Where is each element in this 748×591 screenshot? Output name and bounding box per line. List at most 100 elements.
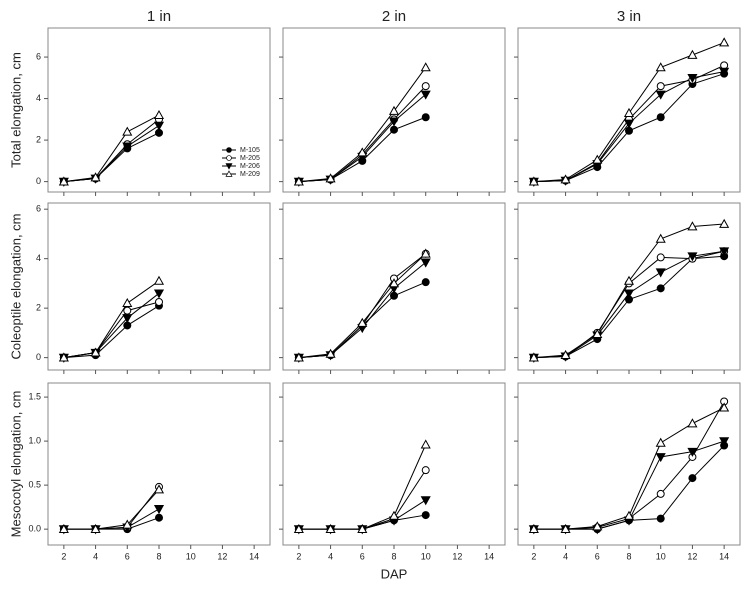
x-tick-label: 6	[360, 551, 365, 561]
panel-title: 1 in	[147, 8, 171, 25]
x-tick-label: 10	[656, 551, 666, 561]
data-point	[153, 275, 165, 285]
data-point	[687, 49, 698, 59]
data-point	[656, 284, 665, 293]
data-point	[421, 113, 430, 122]
data-point	[122, 519, 133, 529]
data-point	[153, 484, 165, 494]
data-point	[623, 510, 635, 520]
data-point	[687, 221, 698, 231]
data-point	[357, 523, 368, 534]
data-point	[688, 474, 697, 483]
series-line	[298, 261, 427, 359]
data-point	[655, 233, 666, 243]
legend-label: M-105	[240, 147, 260, 154]
data-point	[719, 402, 730, 412]
series-line	[63, 125, 160, 183]
data-point	[623, 275, 635, 285]
data-point	[58, 523, 69, 534]
data-point	[420, 439, 431, 449]
data-point	[592, 521, 603, 531]
data-point	[58, 352, 69, 362]
data-point	[421, 466, 430, 475]
data-point	[388, 117, 400, 127]
x-tick-label: 14	[249, 551, 259, 561]
data-point	[420, 248, 431, 258]
data-point	[655, 453, 666, 463]
legend-marker	[225, 163, 233, 170]
x-tick-label: 10	[421, 551, 431, 561]
data-point	[155, 297, 163, 306]
data-point	[293, 352, 304, 362]
y-tick-label: 2	[36, 303, 41, 313]
data-point	[655, 90, 666, 100]
series-line	[63, 132, 160, 183]
y-axis-label: Mesocotyl elongation, cm	[8, 391, 23, 538]
data-point	[560, 174, 571, 184]
data-point	[58, 176, 69, 186]
data-point	[687, 447, 698, 457]
data-point	[388, 278, 400, 288]
series-line	[63, 508, 160, 530]
legend-label: M-209	[240, 171, 260, 178]
panel-frame	[47, 202, 271, 371]
data-point	[656, 253, 665, 262]
data-point	[592, 328, 603, 338]
data-point	[719, 37, 730, 47]
data-point	[390, 125, 398, 134]
panel-title: 3 in	[617, 8, 641, 25]
data-point	[656, 514, 665, 523]
data-point	[560, 523, 571, 534]
y-axis-label: Coleoptile elongation, cm	[8, 214, 23, 360]
data-point	[325, 173, 336, 183]
y-tick-label: 1.0	[28, 435, 41, 445]
data-point	[656, 113, 665, 122]
series-line	[533, 401, 725, 530]
series-line	[298, 469, 427, 530]
x-tick-label: 12	[217, 551, 227, 561]
data-point	[420, 62, 431, 72]
y-tick-label: 0	[36, 176, 41, 186]
series-line	[298, 253, 427, 359]
data-point	[420, 90, 431, 100]
x-axis-label: DAP	[381, 566, 408, 581]
x-tick-label: 10	[186, 551, 196, 561]
x-tick-label: 2	[531, 551, 536, 561]
y-tick-label: 1.5	[28, 391, 41, 401]
data-point	[155, 513, 163, 522]
legend-marker	[225, 170, 233, 177]
data-point	[687, 252, 698, 262]
data-point	[421, 511, 430, 520]
x-tick-label: 14	[719, 551, 729, 561]
legend-label: M-205	[240, 155, 260, 162]
data-point	[656, 82, 665, 91]
series-line	[63, 114, 160, 183]
data-point	[388, 105, 400, 115]
y-tick-label: 0	[36, 352, 41, 362]
x-tick-label: 8	[391, 551, 396, 561]
data-point	[528, 523, 539, 534]
series-line	[63, 118, 160, 183]
x-tick-label: 6	[125, 551, 130, 561]
data-point	[122, 314, 133, 324]
data-point	[122, 126, 133, 136]
series-line	[63, 301, 160, 359]
data-point	[421, 82, 430, 91]
y-tick-label: 4	[36, 93, 41, 103]
x-tick-label: 12	[452, 551, 462, 561]
data-point	[357, 147, 368, 157]
data-point	[719, 247, 730, 257]
data-point	[623, 107, 635, 117]
series-line	[533, 255, 725, 359]
x-tick-label: 8	[156, 551, 161, 561]
data-point	[122, 297, 133, 308]
data-point	[655, 268, 666, 278]
data-point	[293, 523, 304, 534]
data-point	[123, 306, 132, 315]
series-line	[298, 85, 427, 183]
series-line	[533, 250, 725, 359]
x-tick-label: 4	[93, 551, 98, 561]
data-point	[719, 437, 730, 447]
y-tick-label: 6	[36, 204, 41, 214]
data-point	[421, 278, 430, 287]
